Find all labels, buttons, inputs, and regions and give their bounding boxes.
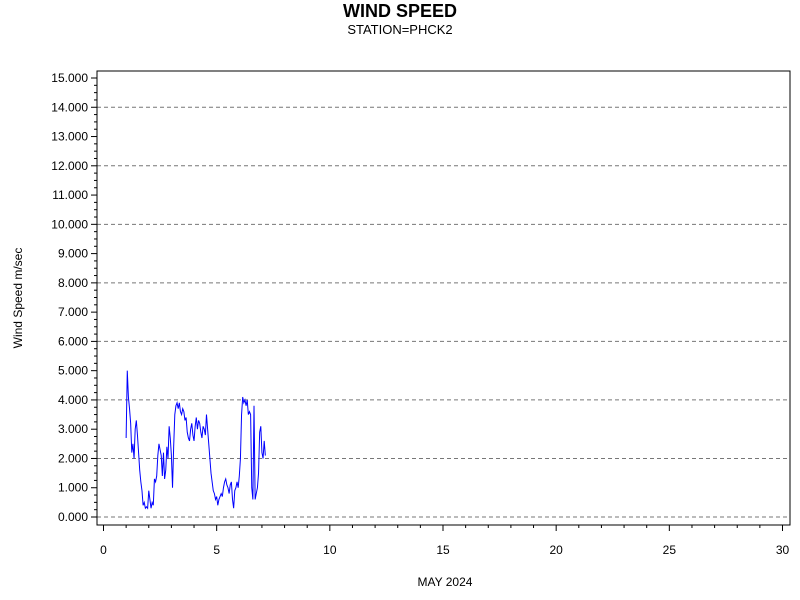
x-tick-label: 25 <box>663 543 677 557</box>
y-axis-label: Wind Speed m/sec <box>11 248 25 349</box>
grid-layer <box>97 106 790 518</box>
y-tick-label: 15.000 <box>51 71 88 85</box>
x-tick-label: 10 <box>323 543 337 557</box>
y-tick-label: 4.000 <box>58 393 88 407</box>
y-tick-label: 8.000 <box>58 276 88 290</box>
y-tick-label: 3.000 <box>58 422 88 436</box>
x-tick-label: 5 <box>213 543 220 557</box>
y-tick-label: 7.000 <box>58 305 88 319</box>
axes-layer: 0.000 1.000 2.000 3.000 4.000 5.000 6.000 7.000… <box>51 71 789 557</box>
y-tick-label: 5.000 <box>58 364 88 378</box>
y-tick-label: 10.000 <box>51 217 88 231</box>
y-tick-label: 14.000 <box>51 100 88 114</box>
y-tick-label: 0.000 <box>58 510 88 524</box>
y-tick-label: 2.000 <box>58 451 88 465</box>
x-tick-label: 15 <box>436 543 450 557</box>
plot-frame <box>96 70 791 526</box>
chart-title: WIND SPEED <box>342 1 457 21</box>
series-line-wind-speed <box>125 370 266 510</box>
y-tick-label: 11.000 <box>52 188 88 202</box>
x-tick-label: 20 <box>549 543 563 557</box>
y-tick-label: 1.000 <box>58 481 88 495</box>
y-tick-label: 12.000 <box>51 159 88 173</box>
y-tick-label: 13.000 <box>51 130 88 144</box>
x-axis-label: MAY 2024 <box>418 575 473 589</box>
y-tick-label: 6.000 <box>58 334 88 348</box>
y-tick-label: 9.000 <box>58 247 88 261</box>
x-tick-label: 0 <box>100 543 107 557</box>
x-tick-label: 30 <box>776 543 790 557</box>
chart-subtitle: STATION=PHCK2 <box>347 22 453 37</box>
